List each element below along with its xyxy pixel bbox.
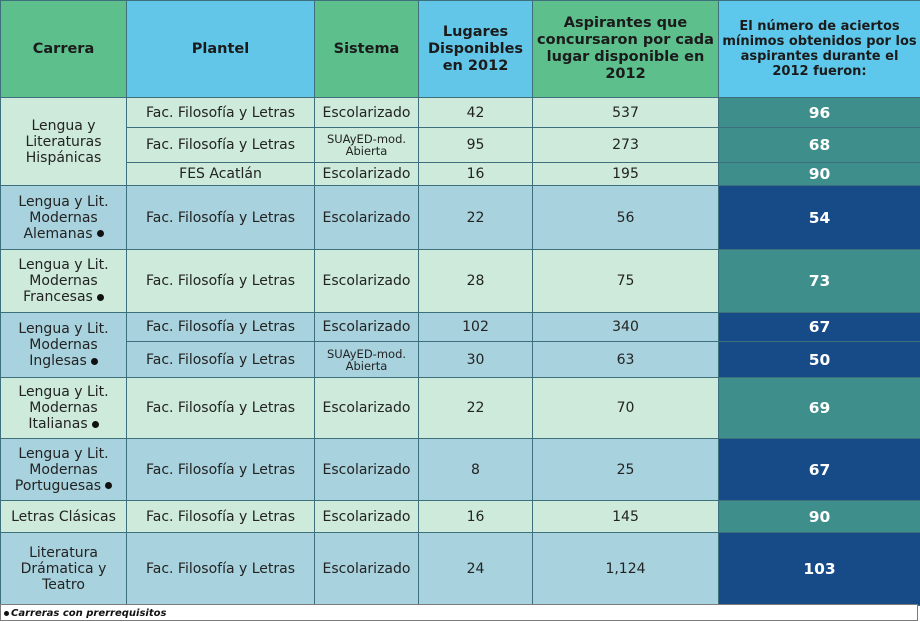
lugares-cell: 22 <box>418 185 533 250</box>
aciertos-cell: 90 <box>718 500 920 533</box>
table-row: Lengua y Lit. Modernas Alemanas Fac. Fil… <box>0 185 920 250</box>
plantel-cell: Fac. Filosofía y Letras <box>126 127 315 163</box>
sistema-cell: SUAyED-mod. Abierta <box>314 127 419 163</box>
lugares-cell: 102 <box>418 312 533 342</box>
header-carrera: Carrera <box>0 0 127 98</box>
sistema-cell: SUAyED-mod. Abierta <box>314 341 419 378</box>
plantel-cell: Fac. Filosofía y Letras <box>126 97 315 128</box>
header-aspirantes: Aspirantes que concursaron por cada luga… <box>532 0 719 98</box>
aciertos-cell: 90 <box>718 162 920 186</box>
footnote: Carreras con prerrequisitos <box>0 604 918 621</box>
aspirantes-cell: 75 <box>532 249 719 313</box>
aciertos-cell: 73 <box>718 249 920 313</box>
carrera-cell: Lengua y Lit. Modernas Portuguesas <box>0 438 127 501</box>
table-row: Lengua y Lit. Modernas Italianas Fac. Fi… <box>0 377 920 439</box>
plantel-cell: Fac. Filosofía y Letras <box>126 377 315 439</box>
lugares-cell: 22 <box>418 377 533 439</box>
plantel-cell: Fac. Filosofía y Letras <box>126 185 315 250</box>
carrera-cell: Letras Clásicas <box>0 500 127 533</box>
table-row: Lengua y Lit. Modernas Francesas Fac. Fi… <box>0 249 920 313</box>
aspirantes-cell: 145 <box>532 500 719 533</box>
admissions-table: Carrera Plantel Sistema Lugares Disponib… <box>0 0 920 606</box>
sistema-cell: Escolarizado <box>314 97 419 128</box>
table-row: Lengua y Literaturas Hispánicas Fac. Fil… <box>0 97 920 186</box>
carrera-cell: Lengua y Lit. Modernas Francesas <box>0 249 127 313</box>
aspirantes-cell: 340 <box>532 312 719 342</box>
header-lugares: Lugares Disponibles en 2012 <box>418 0 533 98</box>
aciertos-cell: 96 <box>718 97 920 128</box>
sistema-cell: Escolarizado <box>314 377 419 439</box>
footnote-text: Carreras con prerrequisitos <box>11 608 167 619</box>
header-aciertos: El número de aciertos mínimos obtenidos … <box>718 0 920 98</box>
header-plantel: Plantel <box>126 0 315 98</box>
carrera-label: Lengua y Lit. Modernas Alemanas <box>18 193 109 242</box>
carrera-cell: Lengua y Lit. Modernas Italianas <box>0 377 127 439</box>
lugares-cell: 30 <box>418 341 533 378</box>
header-sistema: Sistema <box>314 0 419 98</box>
aspirantes-cell: 25 <box>532 438 719 501</box>
aspirantes-cell: 63 <box>532 341 719 378</box>
sistema-cell: Escolarizado <box>314 312 419 342</box>
bullet-icon <box>4 610 9 616</box>
carrera-label: Lengua y Lit. Modernas Portuguesas <box>14 445 109 494</box>
prerequisite-bullet-icon <box>96 230 104 237</box>
sistema-cell: Escolarizado <box>314 532 419 606</box>
plantel-cell: Fac. Filosofía y Letras <box>126 341 315 378</box>
carrera-cell: Lengua y Lit. Modernas Alemanas <box>0 185 127 250</box>
lugares-cell: 28 <box>418 249 533 313</box>
aspirantes-cell: 1,124 <box>532 532 719 606</box>
lugares-cell: 16 <box>418 500 533 533</box>
lugares-cell: 42 <box>418 97 533 128</box>
table-row: FES Acatlán Escolarizado 16 195 90 <box>1 162 920 186</box>
table-row: Lengua y Lit. Modernas Portuguesas Fac. … <box>0 438 920 501</box>
table-row: Fac. Filosofía y Letras SUAyED-mod. Abie… <box>1 127 920 163</box>
carrera-cell: Lengua y Literaturas Hispánicas <box>0 97 127 186</box>
sistema-cell: Escolarizado <box>314 249 419 313</box>
aciertos-cell: 54 <box>718 185 920 250</box>
sistema-cell: Escolarizado <box>314 500 419 533</box>
carrera-cell: Lengua y Lit. Modernas Inglesas <box>0 312 127 378</box>
lugares-cell: 16 <box>418 162 533 186</box>
carrera-cell: Literatura Drámatica y Teatro <box>0 532 127 606</box>
plantel-cell: Fac. Filosofía y Letras <box>126 532 315 606</box>
prerequisite-bullet-icon <box>105 482 113 489</box>
sistema-cell: Escolarizado <box>314 438 419 501</box>
prerequisite-bullet-icon <box>90 357 98 365</box>
table-row: Letras Clásicas Fac. Filosofía y Letras … <box>0 500 920 533</box>
aciertos-cell: 67 <box>718 438 920 501</box>
plantel-cell: Fac. Filosofía y Letras <box>126 438 315 501</box>
carrera-label: Lengua y Lit. Modernas Inglesas <box>18 321 109 369</box>
sistema-cell: Escolarizado <box>314 162 419 186</box>
aspirantes-cell: 537 <box>532 97 719 128</box>
prerequisite-bullet-icon <box>96 293 104 301</box>
aciertos-cell: 50 <box>718 341 920 378</box>
lugares-cell: 95 <box>418 127 533 163</box>
lugares-cell: 8 <box>418 438 533 501</box>
aciertos-cell: 103 <box>718 532 920 606</box>
table-row: Lengua y Lit. Modernas Inglesas Fac. Fil… <box>0 312 920 378</box>
carrera-label: Lengua y Lit. Modernas Italianas <box>18 384 109 432</box>
aspirantes-cell: 273 <box>532 127 719 163</box>
table-row: Literatura Drámatica y Teatro Fac. Filos… <box>0 532 920 606</box>
sistema-cell: Escolarizado <box>314 185 419 250</box>
prerequisite-bullet-icon <box>91 420 99 428</box>
aspirantes-cell: 56 <box>532 185 719 250</box>
aciertos-cell: 67 <box>718 312 920 342</box>
carrera-label: Lengua y Lit. Modernas Francesas <box>18 257 109 305</box>
table-row: Fac. Filosofía y Letras SUAyED-mod. Abie… <box>1 341 920 378</box>
aspirantes-cell: 195 <box>532 162 719 186</box>
plantel-cell: Fac. Filosofía y Letras <box>126 500 315 533</box>
plantel-cell: Fac. Filosofía y Letras <box>126 249 315 313</box>
aciertos-cell: 69 <box>718 377 920 439</box>
aspirantes-cell: 70 <box>532 377 719 439</box>
aciertos-cell: 68 <box>718 127 920 163</box>
plantel-cell: FES Acatlán <box>126 162 315 186</box>
header-row: Carrera Plantel Sistema Lugares Disponib… <box>0 0 920 98</box>
lugares-cell: 24 <box>418 532 533 606</box>
plantel-cell: Fac. Filosofía y Letras <box>126 312 315 342</box>
